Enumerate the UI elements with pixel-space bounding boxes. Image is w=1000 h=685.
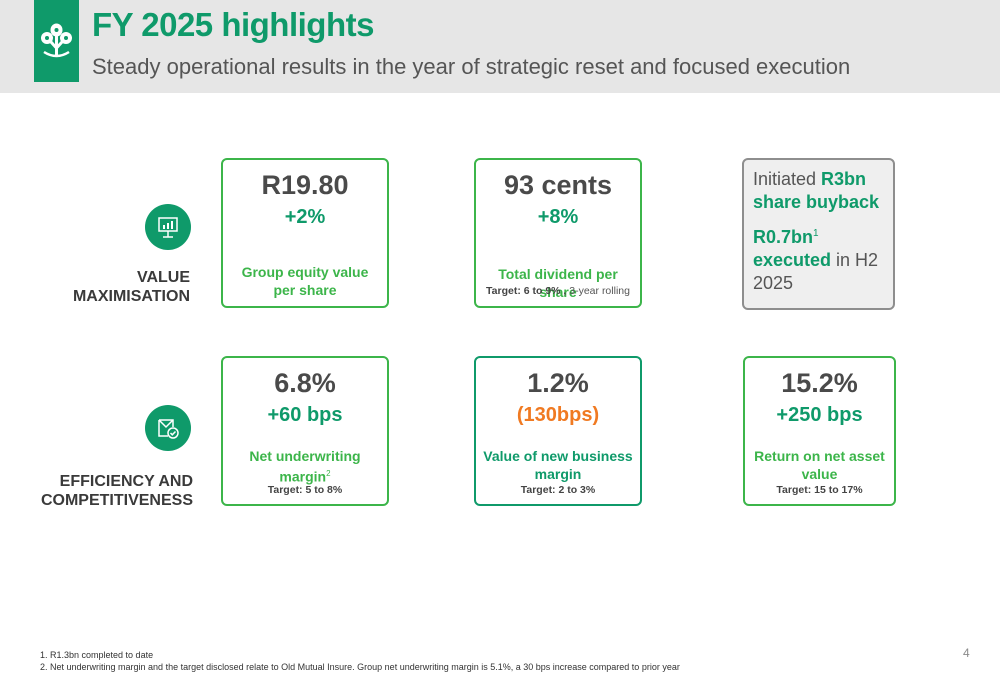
card-change: +250 bps: [776, 404, 863, 426]
card-target-bold: Target: 5 to 8%: [267, 484, 343, 496]
card-target-bold: Target: 2 to 3%: [520, 484, 596, 496]
footnote-2: 2. Net underwriting margin and the targe…: [40, 662, 680, 672]
row-label-line: COMPETITIVENESS: [40, 492, 193, 509]
card-description: Value of new business margin: [482, 447, 634, 483]
card-description-line: Return on net asset: [754, 448, 885, 464]
card-value: 15.2%: [781, 368, 858, 398]
card-value: 1.2%: [527, 368, 589, 398]
card-description: Total dividend per share: [498, 266, 618, 300]
document-check-icon: [158, 419, 179, 439]
card-value: 6.8%: [274, 368, 336, 398]
card-value: 93 cents: [503, 170, 613, 200]
card-description-line: value: [801, 466, 838, 482]
page-title: FY 2025 highlights: [92, 6, 374, 43]
card-change: (130bps): [516, 404, 600, 426]
row-label-line: EFFICIENCY AND: [59, 473, 193, 490]
page-subtitle: Steady operational results in the year o…: [92, 54, 851, 79]
card-description-line: margin: [279, 468, 327, 485]
card-description-line: per share: [273, 282, 337, 298]
card-description: Return on net asset value: [751, 447, 888, 483]
card-target: Target: 5 to 8%: [223, 484, 387, 496]
buyback-highlight: executed: [753, 250, 832, 270]
card-change: +2%: [284, 206, 326, 228]
card-target-bold: Target: 15 to 17%: [776, 484, 863, 496]
row-label-value-maximisation: VALUE MAXIMISATION: [73, 268, 190, 306]
row-label-efficiency: EFFICIENCY AND COMPETITIVENESS: [41, 472, 193, 510]
card-description: Group equity value per share: [229, 263, 381, 299]
card-description: Net underwriting margin2: [229, 447, 381, 486]
row-label-line: VALUE: [136, 269, 190, 286]
card-description-line: Net underwriting: [249, 448, 361, 464]
card-change: +60 bps: [267, 404, 343, 426]
buyback-text: in H2 2025: [753, 250, 879, 293]
footnote-ref: 2: [326, 469, 331, 478]
card-target-rest: 3-year rolling: [566, 285, 630, 297]
card-description-line: Value of new business: [483, 448, 633, 464]
card-target: Target: 2 to 3%: [476, 484, 640, 496]
buyback-highlight: R3bn share buyback: [753, 169, 880, 212]
row-label-line: MAXIMISATION: [72, 288, 190, 305]
card-share-buyback: Initiated R3bn share buyback R0.7bn1 exe…: [742, 158, 895, 310]
footnote-ref: 1: [813, 228, 819, 239]
footnotes: 1. R1.3bn completed to date 2. Net under…: [40, 649, 680, 673]
card-description-line: Group equity value: [241, 264, 369, 280]
card-value: R19.80: [261, 170, 349, 200]
footnote-1: 1. R1.3bn completed to date: [40, 650, 154, 660]
page-number: 4: [963, 646, 970, 660]
value-maximisation-badge: [145, 204, 191, 250]
logo: [34, 0, 79, 82]
card-net-underwriting-margin: 6.8% +60 bps Net underwriting margin2 Ta…: [221, 356, 389, 506]
buyback-executed-amount: R0.7bn: [753, 227, 814, 247]
card-change: +8%: [537, 206, 579, 228]
header-band: FY 2025 highlights Steady operational re…: [0, 0, 1000, 93]
card-target-bold: Target: 6 to 9% ,: [486, 285, 567, 297]
card-description-line: margin: [534, 466, 582, 482]
old-mutual-tree-logo-icon: [41, 23, 72, 58]
presentation-chart-icon: [158, 217, 178, 238]
buyback-text: Initiated: [753, 169, 822, 189]
card-value-of-new-business: 1.2% (130bps) Value of new business marg…: [474, 356, 642, 506]
card-total-dividend: 93 cents +8% Total dividend per share Ta…: [474, 158, 642, 308]
card-target: Target: 15 to 17%: [745, 484, 894, 496]
card-group-equity-value: R19.80 +2% Group equity value per share: [221, 158, 389, 308]
card-return-on-nav: 15.2% +250 bps Return on net asset value…: [743, 356, 896, 506]
card-target: Target: 6 to 9% , 3-year rolling: [476, 285, 640, 297]
efficiency-badge: [145, 405, 191, 451]
